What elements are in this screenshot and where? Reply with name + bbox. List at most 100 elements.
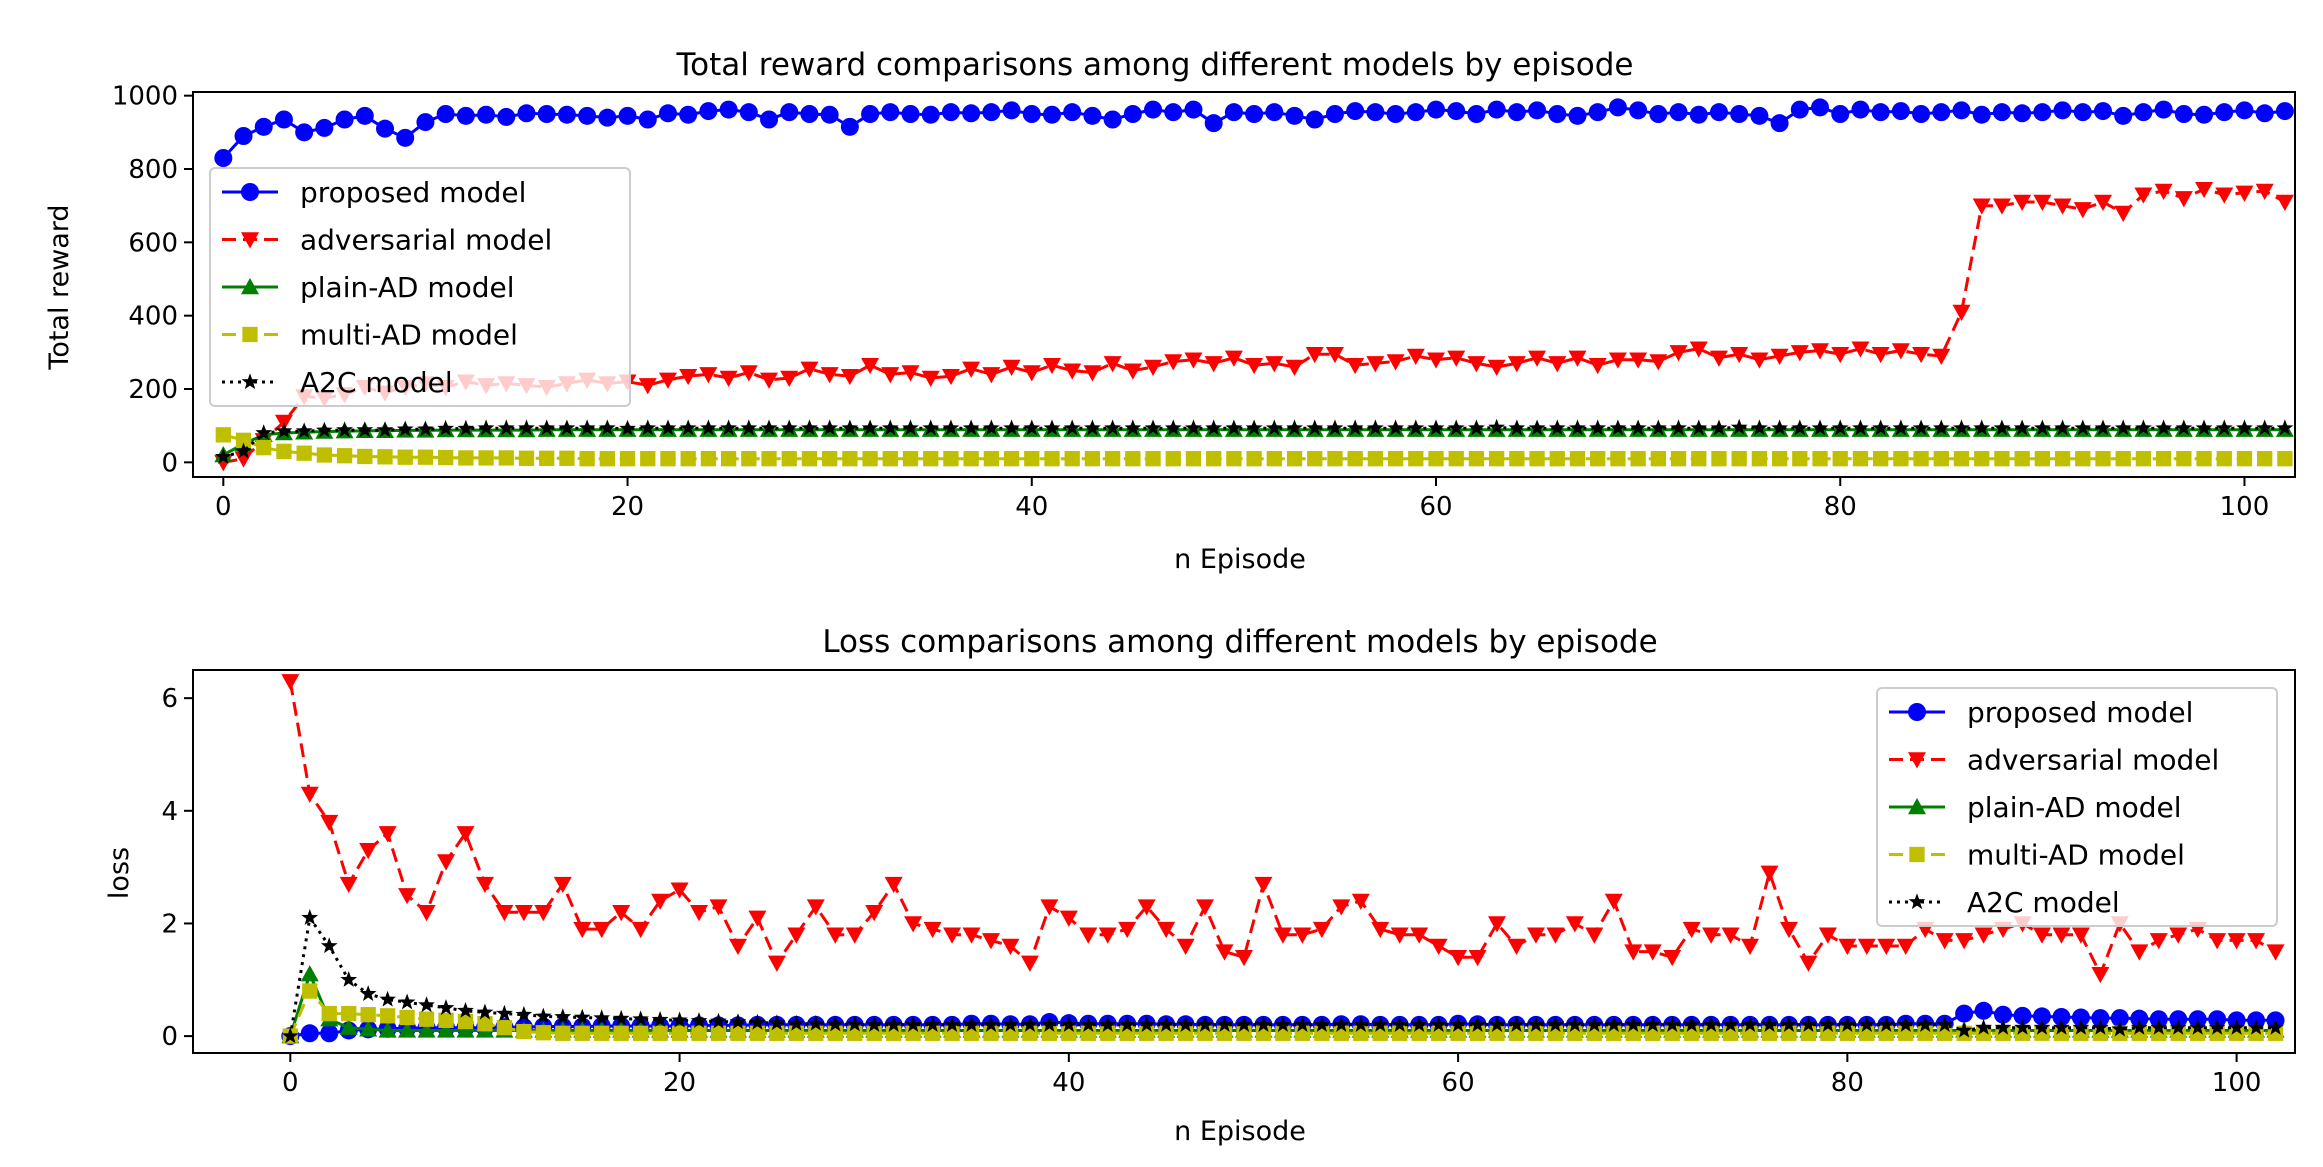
data-point (578, 419, 596, 436)
data-point (1124, 419, 1142, 436)
data-point (1877, 938, 1896, 955)
data-point (2175, 419, 2193, 436)
data-point (1872, 419, 1889, 436)
data-point (398, 888, 417, 905)
data-point (339, 1018, 358, 1035)
data-point (1751, 419, 1768, 436)
data-point (2130, 1018, 2148, 1035)
data-point (882, 451, 898, 467)
data-point (2114, 205, 2133, 222)
data-point (1643, 944, 1662, 961)
data-point (1427, 352, 1446, 369)
data-point (1858, 1016, 1876, 1032)
data-point (1391, 1016, 1409, 1032)
data-point (2014, 451, 2030, 467)
data-point (1164, 354, 1183, 371)
data-point (1255, 1016, 1272, 1032)
data-point (1235, 950, 1253, 967)
data-point (1702, 927, 1721, 944)
data-point (1851, 100, 1870, 119)
data-point (1546, 927, 1565, 944)
data-point (1079, 927, 1098, 944)
data-point (457, 1013, 474, 1030)
data-point (1145, 451, 1161, 467)
data-point (904, 916, 923, 933)
data-point (749, 1013, 766, 1030)
data-point (700, 419, 717, 436)
data-point (2135, 451, 2152, 467)
data-point (498, 450, 514, 466)
series-a2c-model (214, 418, 2294, 464)
data-point (437, 449, 454, 466)
data-point (2215, 103, 2234, 122)
data-point (1730, 346, 1749, 364)
data-point (2151, 1025, 2167, 1041)
data-point (1896, 938, 1915, 955)
data-point (2075, 451, 2091, 467)
data-point (376, 421, 394, 438)
data-point (1449, 950, 1468, 967)
data-point (2227, 933, 2246, 950)
data-point (2255, 104, 2274, 123)
data-point (1690, 419, 1708, 436)
data-point (982, 1016, 1000, 1032)
data-point (1184, 100, 1203, 119)
data-point (709, 899, 728, 916)
data-point (1346, 419, 1364, 436)
data-point (1508, 1016, 1525, 1032)
data-point (1709, 103, 1728, 122)
data-point (1624, 1016, 1642, 1032)
data-point (671, 1025, 688, 1041)
loss-chart-legend: proposed model adversarial model plain-AD … (1876, 687, 2278, 927)
data-point (418, 1011, 435, 1027)
data-point (2013, 419, 2031, 436)
data-point (2248, 1025, 2264, 1041)
legend-item: plain-AD model (222, 271, 515, 304)
data-point (1722, 1016, 1739, 1032)
data-point (1406, 103, 1425, 122)
data-point (1332, 899, 1351, 916)
data-point (559, 450, 575, 466)
data-point (496, 1004, 513, 1021)
data-point (1721, 927, 1740, 944)
data-point (1770, 114, 1789, 133)
data-point (1548, 419, 1566, 436)
data-point (1669, 345, 1688, 362)
data-point (1488, 1016, 1506, 1032)
data-point (1509, 451, 1525, 467)
data-point (478, 450, 494, 466)
data-point (378, 1021, 397, 1038)
data-point (1851, 341, 1870, 358)
data-point (214, 149, 233, 167)
data-point (1064, 451, 1080, 467)
data-point (1916, 1016, 1934, 1032)
loss-chart-title: Loss comparisons among different models … (822, 624, 1657, 660)
data-point (820, 105, 839, 124)
data-point (1123, 363, 1142, 380)
data-point (2034, 451, 2051, 467)
data-point (514, 904, 533, 922)
data-point (598, 108, 617, 127)
data-point (1468, 950, 1487, 967)
data-point (2034, 1025, 2050, 1041)
data-point (2208, 933, 2227, 950)
data-point (788, 1025, 805, 1041)
data-point (1366, 103, 1385, 122)
data-point (690, 1012, 708, 1028)
data-point (1104, 451, 1121, 467)
data-point (739, 103, 758, 122)
data-point (2195, 181, 2214, 199)
data-point (2013, 1006, 2032, 1025)
data-point (748, 910, 767, 927)
data-point (1224, 103, 1243, 122)
data-point (339, 876, 358, 894)
data-point (579, 451, 595, 467)
data-point (861, 357, 880, 375)
data-point (1670, 419, 1687, 436)
legend-marker (241, 232, 259, 249)
data-point (2195, 419, 2213, 436)
data-point (1487, 359, 1506, 376)
data-point (923, 451, 939, 467)
data-point (1371, 1016, 1389, 1032)
